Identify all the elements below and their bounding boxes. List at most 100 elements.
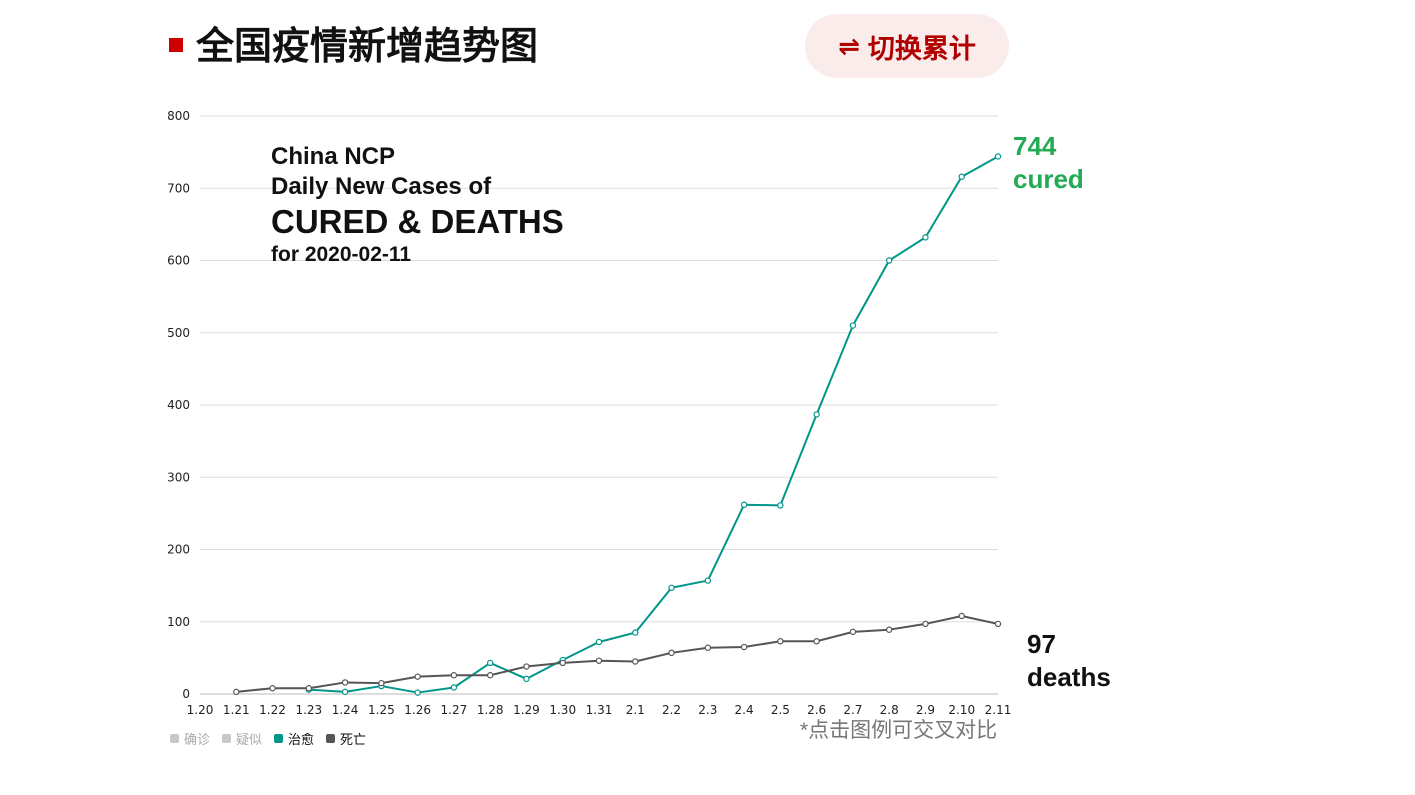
- legend-swatch-confirmed: [170, 734, 179, 743]
- y-tick-label: 100: [167, 615, 190, 629]
- x-tick-label: 1.26: [404, 703, 431, 717]
- data-point-deaths: [922, 620, 929, 628]
- overlay-line-1: China NCP: [271, 143, 396, 170]
- x-tick-label: 1.20: [187, 703, 214, 717]
- title-marker: [169, 38, 183, 52]
- legend-label-cured: 治愈: [288, 732, 315, 747]
- x-tick-label: 2.4: [735, 703, 754, 717]
- data-point-cured: [595, 638, 603, 646]
- overlay-line-4: for 2020-02-11: [271, 242, 412, 266]
- x-tick-label: 2.11: [985, 703, 1012, 717]
- legend-label-confirmed: 确诊: [184, 732, 211, 747]
- legend-item-suspected[interactable]: 疑似: [222, 729, 262, 748]
- data-point-deaths: [740, 643, 748, 651]
- x-tick-label: 2.2: [662, 703, 681, 717]
- x-tick-label: 1.28: [477, 703, 504, 717]
- series-line-deaths: [236, 614, 999, 693]
- data-point-cured: [885, 257, 893, 264]
- data-point-cured: [450, 684, 458, 691]
- legend-swatch-deaths: [326, 734, 336, 743]
- data-point-deaths: [994, 620, 1002, 628]
- swap-arrows-icon: ⇌: [838, 30, 860, 61]
- x-tick-label: 1.31: [586, 703, 613, 717]
- x-tick-label: 2.5: [771, 703, 790, 717]
- legend-item-cured[interactable]: 治愈: [274, 729, 314, 748]
- data-point-deaths: [305, 685, 313, 692]
- y-tick-label: 700: [167, 181, 190, 195]
- data-point-deaths: [777, 638, 784, 645]
- page-title: 全国疫情新增趋势图: [196, 26, 539, 68]
- y-tick-label: 200: [167, 543, 190, 557]
- y-tick-label: 600: [167, 254, 190, 268]
- data-point-deaths: [559, 659, 566, 667]
- series-line-cured: [308, 155, 999, 694]
- data-point-deaths: [595, 657, 603, 664]
- x-tick-label: 2.7: [843, 703, 862, 717]
- data-point-deaths: [523, 663, 530, 670]
- x-tick-label: 1.23: [295, 703, 322, 717]
- data-point-cured: [849, 322, 857, 329]
- legend-swatch-suspected: [222, 734, 232, 743]
- data-point-deaths: [378, 679, 385, 687]
- legend-item-deaths[interactable]: 死亡: [326, 729, 366, 748]
- y-tick-label: 800: [167, 109, 190, 123]
- legend-label-deaths: 死亡: [340, 732, 367, 747]
- data-point-cured: [994, 153, 1002, 160]
- data-point-cured: [668, 584, 675, 591]
- data-point-deaths: [450, 672, 458, 679]
- data-point-deaths: [849, 628, 857, 636]
- legend-label-suspected: 疑似: [236, 732, 263, 747]
- data-point-cured: [341, 688, 349, 696]
- x-tick-label: 1.22: [259, 703, 286, 717]
- data-point-deaths: [341, 679, 349, 686]
- chart-legend: 确诊 疑似 治愈 死亡: [170, 729, 366, 748]
- x-tick-label: 2.9: [916, 703, 935, 717]
- data-point-deaths: [668, 649, 675, 657]
- data-point-cured: [777, 502, 784, 509]
- data-point-cured: [958, 173, 965, 180]
- data-point-cured: [486, 659, 494, 667]
- data-point-deaths: [885, 626, 893, 633]
- data-point-deaths: [414, 673, 421, 680]
- data-point-cured: [704, 577, 712, 584]
- x-tick-label: 2.10: [948, 703, 975, 717]
- deaths-end-label: deaths: [1027, 662, 1111, 692]
- x-tick-label: 1.27: [441, 703, 468, 717]
- x-tick-label: 2.1: [626, 703, 645, 717]
- y-tick-label: 400: [167, 398, 190, 412]
- data-point-deaths: [813, 638, 820, 645]
- x-tick-label: 1.24: [332, 703, 359, 717]
- data-point-deaths: [486, 672, 494, 679]
- deaths-end-annotation: 97 deaths: [1027, 628, 1111, 694]
- y-tick-label: 0: [182, 687, 190, 701]
- data-point-cured: [740, 501, 748, 508]
- cured-end-label: cured: [1013, 164, 1084, 194]
- data-point-cured: [414, 689, 421, 696]
- x-tick-label: 1.29: [513, 703, 540, 717]
- x-tick-label: 2.6: [807, 703, 826, 717]
- toggle-label: 切换累计: [867, 33, 976, 64]
- data-point-deaths: [269, 685, 276, 692]
- legend-swatch-cured: [274, 734, 284, 743]
- data-point-deaths: [704, 644, 712, 651]
- data-point-deaths: [632, 658, 639, 665]
- deaths-end-value: 97: [1027, 629, 1056, 659]
- overlay-line-2: Daily New Cases of: [271, 173, 492, 200]
- x-tick-label: 2.3: [698, 703, 717, 717]
- cured-end-value: 744: [1013, 131, 1057, 161]
- x-tick-label: 1.25: [368, 703, 395, 717]
- cross-compare-note: *点击图例可交叉对比: [800, 719, 998, 742]
- y-tick-label: 500: [167, 326, 190, 340]
- x-tick-label: 1.30: [549, 703, 576, 717]
- data-point-cured: [523, 675, 530, 683]
- data-point-cured: [922, 234, 929, 241]
- y-tick-label: 300: [167, 470, 190, 484]
- overlay-line-3: CURED & DEATHS: [271, 203, 564, 240]
- data-point-deaths: [233, 688, 240, 696]
- legend-item-confirmed[interactable]: 确诊: [170, 729, 210, 748]
- x-tick-label: 2.8: [880, 703, 899, 717]
- toggle-cumulative-button[interactable]: ⇌ 切换累计: [805, 14, 1009, 78]
- data-point-cured: [813, 411, 820, 418]
- data-point-deaths: [958, 612, 965, 620]
